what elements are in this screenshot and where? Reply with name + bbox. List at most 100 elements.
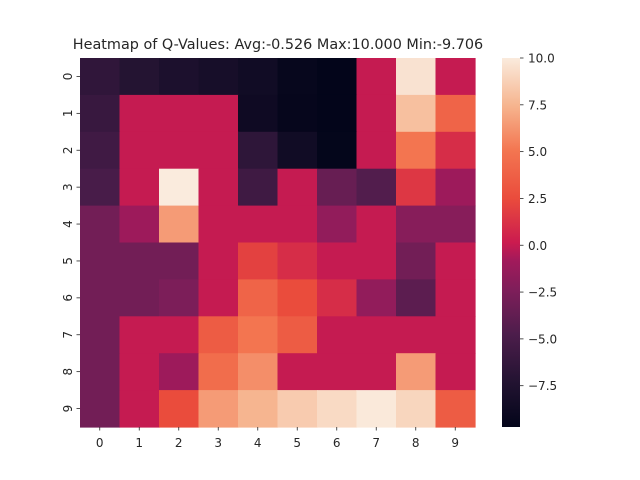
heatmap-cell-r0-c9 [435, 58, 476, 96]
heatmap-cell-r0-c4 [238, 58, 279, 96]
heatmap-cell-r7-c0 [80, 316, 121, 354]
heatmap-cell-r1-c7 [356, 94, 397, 133]
heatmap-cell-r4-c2 [159, 205, 200, 244]
heatmap-cell-r0-c8 [396, 58, 437, 96]
x-tick-label: 7 [372, 436, 380, 450]
colorbar-tick-label: 7.5 [528, 98, 547, 112]
y-tick-label: 3 [61, 183, 75, 191]
colorbar-tick-label: 2.5 [528, 192, 547, 206]
heatmap-cell-r6-c9 [435, 279, 476, 317]
heatmap-cell-r7-c7 [356, 316, 397, 354]
y-tick-label: 2 [61, 146, 75, 154]
heatmap-cell-r8-c0 [80, 353, 121, 391]
colorbar-tick-label: 0.0 [528, 239, 547, 253]
heatmap-cell-r3-c9 [435, 168, 476, 207]
heatmap-cell-r6-c6 [317, 279, 358, 317]
heatmap-cell-r5-c7 [356, 242, 397, 280]
heatmap-cell-r5-c8 [396, 242, 437, 280]
heatmap-cell-r6-c8 [396, 279, 437, 317]
heatmap-cell-r6-c1 [119, 279, 160, 317]
heatmap-cell-r5-c6 [317, 242, 358, 280]
colorbar-tick-label: −2.5 [528, 286, 557, 300]
heatmap-cell-r7-c1 [119, 316, 160, 354]
heatmap-cell-r9-c7 [356, 390, 397, 428]
heatmap-cell-r8-c5 [277, 353, 318, 391]
chart-title: Heatmap of Q-Values: Avg:-0.526 Max:10.0… [73, 37, 483, 53]
heatmap-cell-r5-c9 [435, 242, 476, 280]
x-tick-label: 1 [135, 436, 143, 450]
heatmap-cell-r1-c3 [198, 94, 239, 133]
heatmap-cell-r2-c2 [159, 131, 200, 170]
heatmap-cell-r6-c5 [277, 279, 318, 317]
heatmap-cell-r4-c7 [356, 205, 397, 244]
heatmap-cell-r0-c1 [119, 58, 160, 96]
heatmap-cell-r3-c5 [277, 168, 318, 207]
y-tick-label: 1 [61, 110, 75, 118]
heatmap-cell-r0-c2 [159, 58, 200, 96]
heatmap-cell-r4-c4 [238, 205, 279, 244]
heatmap-cell-r1-c8 [396, 94, 437, 133]
heatmap-cell-r8-c7 [356, 353, 397, 391]
heatmap-cell-r9-c4 [238, 390, 279, 428]
heatmap-cell-r8-c1 [119, 353, 160, 391]
heatmap-cell-r9-c9 [435, 390, 476, 428]
heatmap-cell-r9-c5 [277, 390, 318, 428]
heatmap-cell-r3-c8 [396, 168, 437, 207]
colorbar-tick-label: 10.0 [528, 52, 555, 66]
y-tick-label: 8 [61, 368, 75, 376]
heatmap-cell-r8-c2 [159, 353, 200, 391]
heatmap-cell-r7-c4 [238, 316, 279, 354]
heatmap-cell-r3-c4 [238, 168, 279, 207]
heatmap-cell-r6-c3 [198, 279, 239, 317]
heatmap-cell-r2-c4 [238, 131, 279, 170]
heatmap-cell-r7-c8 [396, 316, 437, 354]
colorbar-ticks: 10.0 7.5 5.0 2.5 0.0 −2.5 −5.0 −7.5 [520, 52, 557, 393]
x-tick-label: 0 [96, 436, 104, 450]
heatmap-cell-r0-c7 [356, 58, 397, 96]
heatmap-cell-r9-c2 [159, 390, 200, 428]
heatmap-cell-r4-c5 [277, 205, 318, 244]
colorbar-tick-label: −7.5 [528, 379, 557, 393]
colorbar [502, 58, 520, 427]
heatmap-cell-r3-c1 [119, 168, 160, 207]
heatmap-cell-r1-c2 [159, 94, 200, 133]
heatmap-cell-r5-c5 [277, 242, 318, 280]
heatmap-cell-r2-c5 [277, 131, 318, 170]
heatmap-cell-r5-c0 [80, 242, 121, 280]
x-tick-label: 3 [214, 436, 222, 450]
heatmap-cell-r8-c6 [317, 353, 358, 391]
heatmap-cell-r7-c3 [198, 316, 239, 354]
x-tick-label: 6 [333, 436, 341, 450]
heatmap-cell-r3-c3 [198, 168, 239, 207]
heatmap-cell-r2-c3 [198, 131, 239, 170]
heatmap-cell-r4-c8 [396, 205, 437, 244]
x-tick-label: 8 [412, 436, 420, 450]
heatmap-cell-r0-c5 [277, 58, 318, 96]
x-axis-ticks: 0 1 2 3 4 5 6 7 8 9 [96, 427, 459, 450]
heatmap-cell-r8-c8 [396, 353, 437, 391]
heatmap-cell-r0-c3 [198, 58, 239, 96]
heatmap-cell-r3-c6 [317, 168, 358, 207]
heatmap-cell-r5-c4 [238, 242, 279, 280]
heatmap-cell-r0-c6 [317, 58, 358, 96]
heatmap-cells [80, 58, 476, 428]
colorbar-tick-label: −5.0 [528, 332, 557, 346]
heatmap-cell-r9-c6 [317, 390, 358, 428]
heatmap-cell-r0-c0 [80, 58, 121, 96]
x-tick-label: 4 [254, 436, 262, 450]
x-tick-label: 2 [175, 436, 183, 450]
heatmap-cell-r5-c3 [198, 242, 239, 280]
y-tick-label: 6 [61, 294, 75, 302]
heatmap-cell-r7-c2 [159, 316, 200, 354]
y-axis-ticks: 0 1 2 3 4 5 6 7 8 9 [61, 73, 80, 412]
heatmap-cell-r1-c9 [435, 94, 476, 133]
heatmap-cell-r2-c1 [119, 131, 160, 170]
heatmap-cell-r3-c0 [80, 168, 121, 207]
y-tick-label: 5 [61, 257, 75, 265]
heatmap-cell-r9-c8 [396, 390, 437, 428]
heatmap-cell-r8-c3 [198, 353, 239, 391]
heatmap-cell-r5-c2 [159, 242, 200, 280]
heatmap-cell-r9-c1 [119, 390, 160, 428]
heatmap-cell-r3-c7 [356, 168, 397, 207]
